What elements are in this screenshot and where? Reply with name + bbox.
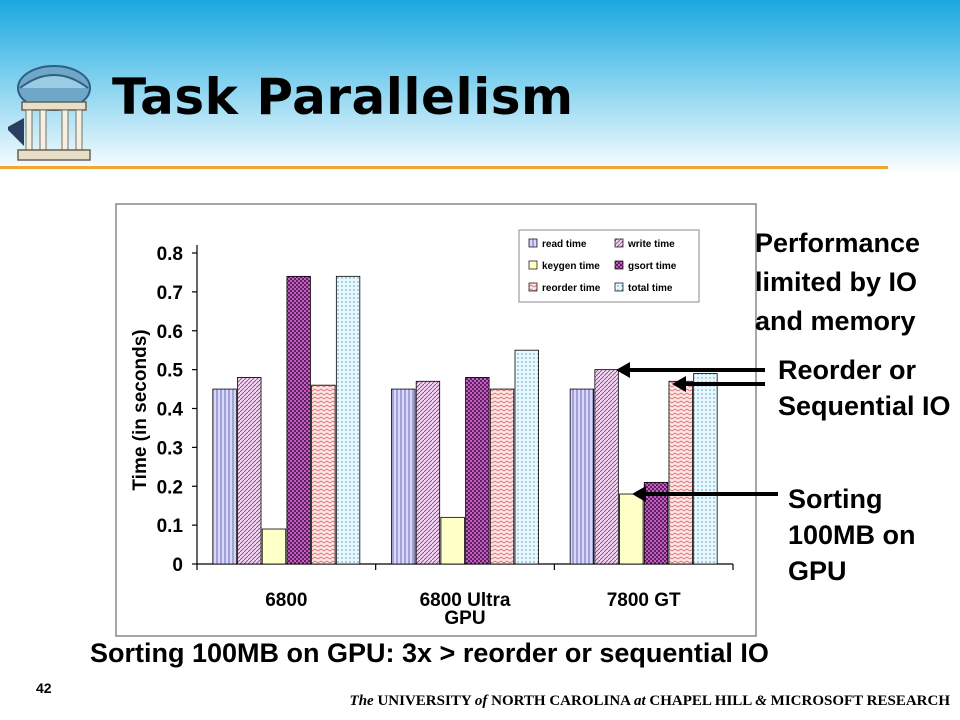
- slide-caption: Sorting 100MB on GPU: 3x > reorder or se…: [90, 638, 769, 668]
- arrow-reorder-1-head: [616, 362, 630, 378]
- header-band: [0, 0, 960, 175]
- bar-total-time-2: [693, 373, 718, 565]
- y-tick-label: 0.3: [157, 438, 183, 459]
- bar-reorder-time-2: [668, 380, 693, 565]
- footer-part-6: CHAPEL HILL: [645, 693, 756, 709]
- x-axis-title: GPU: [444, 608, 485, 629]
- bar-write-time-2: [594, 369, 619, 565]
- footer-part-4: NORTH CAROLINA: [487, 693, 634, 709]
- note-performance: Performance limited by IO and memory: [755, 228, 921, 336]
- bar-read-time-1: [391, 388, 416, 565]
- bar-gsort-time-0: [286, 275, 311, 565]
- arrow-reorder-2-head: [672, 376, 686, 392]
- y-tick-label: 0.6: [157, 322, 183, 343]
- title-rule: [0, 166, 888, 169]
- bar-reorder-time-0: [311, 384, 336, 565]
- y-tick-label: 0.4: [157, 400, 184, 421]
- legend-box: [518, 229, 700, 303]
- old-well-icon: [8, 65, 91, 161]
- bar-read-time-0: [212, 388, 237, 565]
- x-tick-label: 6800: [265, 590, 307, 611]
- bar-reorder-time-1: [489, 388, 515, 565]
- legend-swatch: [614, 282, 624, 292]
- slide-number: 42: [36, 680, 52, 696]
- bar-keygen-time-2: [619, 493, 644, 565]
- slide-title: Task Parallelism: [112, 68, 574, 126]
- legend-label: total time: [628, 283, 673, 294]
- x-tick-label: 6800 Ultra: [420, 590, 511, 611]
- footer-part-5: at: [633, 693, 646, 709]
- legend-label: gsort time: [628, 261, 677, 272]
- footer-part-1: The: [349, 693, 378, 709]
- bar-gsort-time-2: [643, 481, 669, 565]
- legend: read time write time keygen time gsort time…: [518, 229, 700, 303]
- legend-label: keygen time: [542, 261, 600, 272]
- arrow-sorting-head: [632, 486, 646, 502]
- x-tick-label: 7800 GT: [607, 590, 681, 611]
- y-axis: 0 0.1 0.2 0.3 0.4 0.5 0.6 0.7 0.8: [157, 244, 198, 576]
- y-tick-label: 0.2: [157, 477, 183, 498]
- footer-part-3: of: [474, 693, 488, 709]
- legend-label: reorder time: [542, 283, 601, 294]
- bar-total-time-0: [335, 275, 361, 565]
- legend-swatch: [614, 260, 624, 270]
- bar-gsort-time-1: [465, 376, 490, 565]
- footer-part-7: &: [755, 693, 767, 709]
- bar-read-time-2: [569, 388, 595, 565]
- footer: The UNIVERSITY of NORTH CAROLINA at CHAP…: [350, 693, 950, 710]
- y-tick-label: 0.8: [157, 244, 183, 265]
- annotation-arrows: [616, 362, 778, 502]
- legend-swatch: [528, 238, 538, 248]
- legend-swatch: [528, 282, 538, 292]
- bars: [212, 275, 718, 565]
- footer-part-2: UNIVERSITY: [377, 693, 475, 709]
- y-axis-title: Time (in seconds): [130, 329, 151, 490]
- legend-swatch: [614, 238, 624, 248]
- note-reorder: Reorder or Sequential IO: [778, 355, 951, 421]
- y-tick-label: 0.5: [157, 361, 184, 382]
- bar-write-time-1: [415, 380, 441, 565]
- bar-total-time-1: [514, 349, 539, 565]
- note-sorting: Sorting 100MB on GPU: [788, 484, 916, 586]
- legend-swatch: [528, 260, 538, 270]
- legend-label: write time: [627, 239, 675, 250]
- footer-part-8: MICROSOFT RESEARCH: [766, 693, 950, 709]
- legend-label: read time: [542, 239, 587, 250]
- bar-keygen-time-0: [261, 528, 287, 565]
- bar-write-time-0: [237, 376, 262, 565]
- bar-keygen-time-1: [440, 516, 465, 565]
- y-tick-label: 0.1: [157, 516, 184, 537]
- x-axis: 6800 6800 Ultra 7800 GT: [196, 563, 734, 611]
- y-tick-label: 0: [172, 555, 183, 576]
- y-tick-label: 0.7: [157, 283, 183, 304]
